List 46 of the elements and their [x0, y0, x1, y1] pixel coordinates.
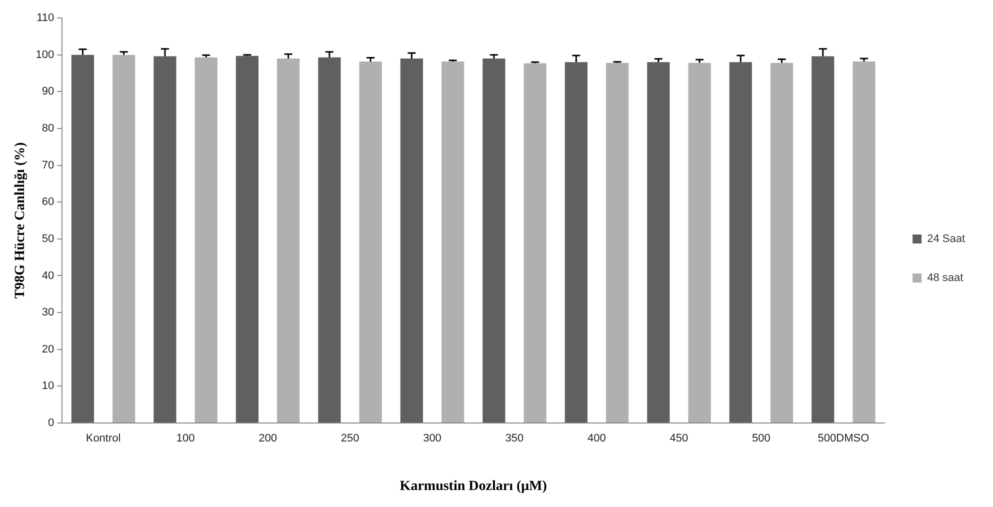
- y-tick-label: 50: [42, 232, 54, 245]
- y-tick-label: 60: [42, 196, 54, 208]
- bar: [564, 62, 588, 422]
- x-axis-title: Karmustin Dozları (μM): [400, 479, 548, 494]
- bar: [524, 63, 546, 422]
- y-tick-label: 70: [42, 159, 54, 172]
- x-tick-label: 250: [340, 432, 360, 445]
- y-tick-label: 100: [36, 48, 54, 61]
- bar: [154, 56, 176, 422]
- x-tick-label: 300: [423, 432, 442, 445]
- bar: [606, 62, 629, 422]
- y-axis-title: T98G Hücre Canlılığı (%): [13, 142, 28, 299]
- bar: [277, 58, 300, 422]
- y-tick-label: 10: [42, 380, 54, 392]
- x-tick-label: 450: [670, 432, 688, 445]
- y-tick-label: 30: [42, 306, 54, 319]
- bar: [647, 62, 670, 422]
- y-tick-label: 40: [42, 270, 54, 282]
- bar: [194, 57, 218, 422]
- bar: [359, 61, 382, 422]
- y-tick-label: 0: [48, 417, 54, 430]
- x-tick-label: 200: [258, 432, 277, 445]
- bar: [400, 58, 423, 422]
- bar: [318, 57, 341, 422]
- x-tick-label: 350: [505, 432, 524, 445]
- bar: [688, 62, 711, 422]
- bar: [112, 54, 136, 422]
- y-tick-label: 90: [42, 86, 54, 98]
- bar: [852, 61, 876, 422]
- bar: [482, 58, 506, 422]
- bar: [71, 54, 94, 422]
- legend-label: 24 Saat: [927, 233, 965, 246]
- bar: [442, 61, 464, 422]
- bar: [770, 62, 794, 422]
- bar: [236, 56, 259, 422]
- x-tick-label: 400: [588, 432, 606, 445]
- x-tick-label: 500: [752, 432, 770, 445]
- x-tick-label: 100: [176, 432, 195, 445]
- y-tick-label: 20: [42, 343, 54, 356]
- legend-label: 48 saat: [927, 272, 964, 284]
- bar: [812, 56, 834, 422]
- bar: [729, 62, 752, 422]
- x-tick-label: Kontrol: [86, 432, 121, 445]
- y-tick-label: 80: [42, 122, 54, 134]
- y-tick-label: 110: [36, 12, 54, 24]
- x-tick-label: 500DMSO: [818, 432, 870, 445]
